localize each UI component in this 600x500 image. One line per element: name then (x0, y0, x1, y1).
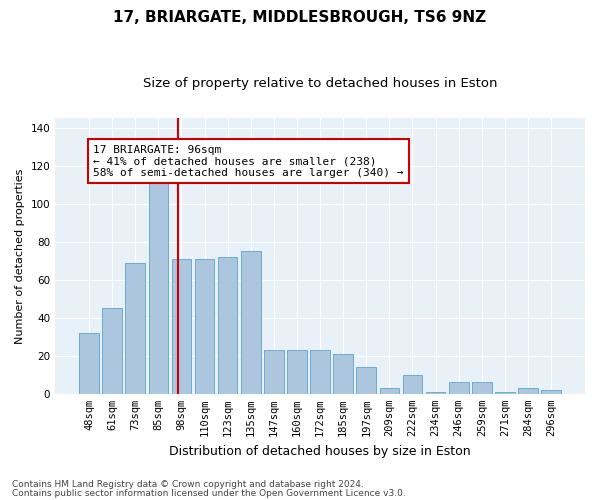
Bar (287, 350, 307, 394)
Y-axis label: Number of detached properties: Number of detached properties (15, 168, 25, 344)
Text: 17, BRIARGATE, MIDDLESBROUGH, TS6 9NZ: 17, BRIARGATE, MIDDLESBROUGH, TS6 9NZ (113, 10, 487, 25)
Bar (472, 382, 491, 394)
X-axis label: Distribution of detached houses by size in Eston: Distribution of detached houses by size … (169, 444, 471, 458)
Bar (334, 354, 353, 394)
Bar (403, 375, 422, 394)
Bar (264, 350, 284, 394)
Bar (79, 333, 99, 394)
Bar (103, 308, 122, 394)
Bar (218, 257, 238, 394)
Text: Contains HM Land Registry data © Crown copyright and database right 2024.: Contains HM Land Registry data © Crown c… (12, 480, 364, 489)
Bar (241, 251, 260, 394)
Bar (495, 392, 515, 394)
Bar (195, 259, 214, 394)
Bar (380, 388, 399, 394)
Bar (125, 262, 145, 394)
Bar (541, 390, 561, 394)
Bar (356, 367, 376, 394)
Bar (518, 388, 538, 394)
Title: Size of property relative to detached houses in Eston: Size of property relative to detached ho… (143, 78, 497, 90)
Text: Contains public sector information licensed under the Open Government Licence v3: Contains public sector information licen… (12, 488, 406, 498)
Bar (449, 382, 469, 394)
Bar (149, 168, 168, 394)
Bar (426, 392, 445, 394)
Bar (172, 259, 191, 394)
Text: 17 BRIARGATE: 96sqm
← 41% of detached houses are smaller (238)
58% of semi-detac: 17 BRIARGATE: 96sqm ← 41% of detached ho… (93, 144, 404, 178)
Bar (310, 350, 330, 394)
